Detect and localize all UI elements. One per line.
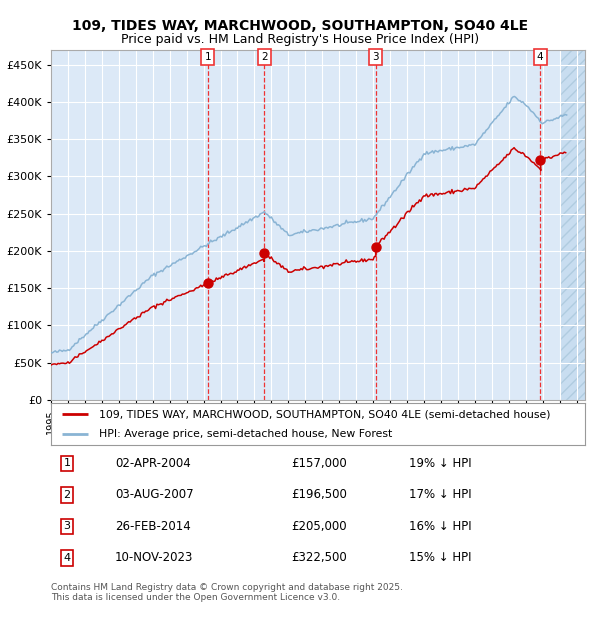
Text: 1: 1 — [64, 458, 71, 468]
Text: 19% ↓ HPI: 19% ↓ HPI — [409, 457, 472, 470]
Text: 17% ↓ HPI: 17% ↓ HPI — [409, 489, 472, 502]
Text: 03-AUG-2007: 03-AUG-2007 — [115, 489, 194, 502]
Text: 2: 2 — [261, 52, 268, 62]
Text: 3: 3 — [373, 52, 379, 62]
Text: 1: 1 — [205, 52, 211, 62]
Text: £157,000: £157,000 — [292, 457, 347, 470]
Text: 2: 2 — [64, 490, 71, 500]
Text: 02-APR-2004: 02-APR-2004 — [115, 457, 191, 470]
Text: Contains HM Land Registry data © Crown copyright and database right 2025.
This d: Contains HM Land Registry data © Crown c… — [51, 583, 403, 602]
Text: 4: 4 — [64, 553, 71, 563]
Text: 3: 3 — [64, 521, 71, 531]
Text: 16% ↓ HPI: 16% ↓ HPI — [409, 520, 472, 533]
Text: £322,500: £322,500 — [292, 551, 347, 564]
Text: HPI: Average price, semi-detached house, New Forest: HPI: Average price, semi-detached house,… — [99, 429, 392, 439]
Text: 10-NOV-2023: 10-NOV-2023 — [115, 551, 193, 564]
Text: £196,500: £196,500 — [292, 489, 347, 502]
Text: 26-FEB-2014: 26-FEB-2014 — [115, 520, 191, 533]
Text: £205,000: £205,000 — [292, 520, 347, 533]
Bar — [560, 50, 585, 400]
Text: 109, TIDES WAY, MARCHWOOD, SOUTHAMPTON, SO40 4LE: 109, TIDES WAY, MARCHWOOD, SOUTHAMPTON, … — [72, 19, 528, 33]
Text: 15% ↓ HPI: 15% ↓ HPI — [409, 551, 471, 564]
Text: Price paid vs. HM Land Registry's House Price Index (HPI): Price paid vs. HM Land Registry's House … — [121, 33, 479, 45]
Text: 4: 4 — [537, 52, 544, 62]
Text: 109, TIDES WAY, MARCHWOOD, SOUTHAMPTON, SO40 4LE (semi-detached house): 109, TIDES WAY, MARCHWOOD, SOUTHAMPTON, … — [99, 409, 551, 419]
